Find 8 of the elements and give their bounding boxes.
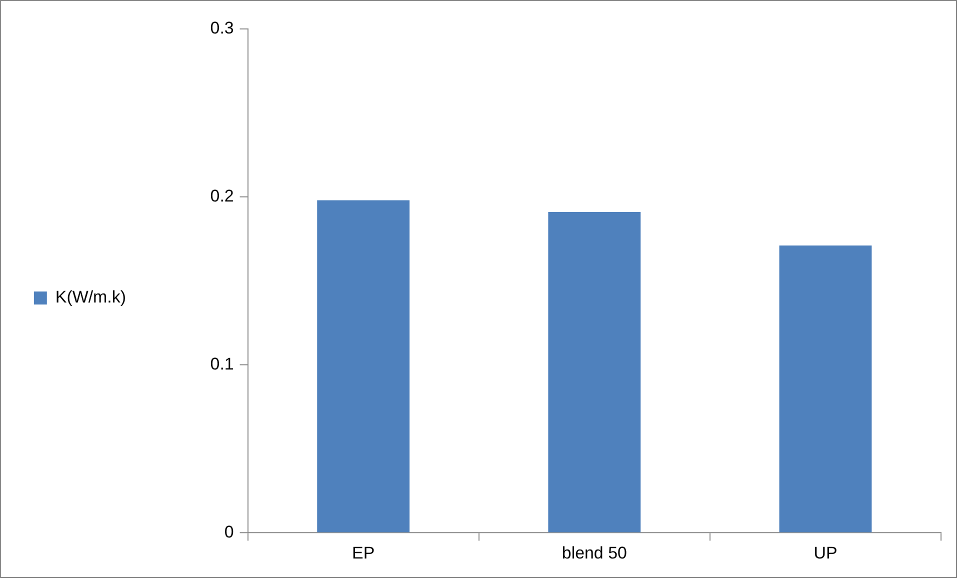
legend-label: K(W/m.k) — [55, 288, 126, 307]
x-tick-label: UP — [814, 544, 838, 563]
x-tick-label: blend 50 — [562, 544, 627, 563]
y-tick-label: 0 — [224, 522, 234, 542]
y-tick-label: 0.3 — [210, 18, 234, 38]
y-tick-label: 0.2 — [210, 186, 234, 206]
y-tick-label: 0.1 — [210, 354, 234, 374]
x-tick-label: EP — [352, 544, 375, 563]
